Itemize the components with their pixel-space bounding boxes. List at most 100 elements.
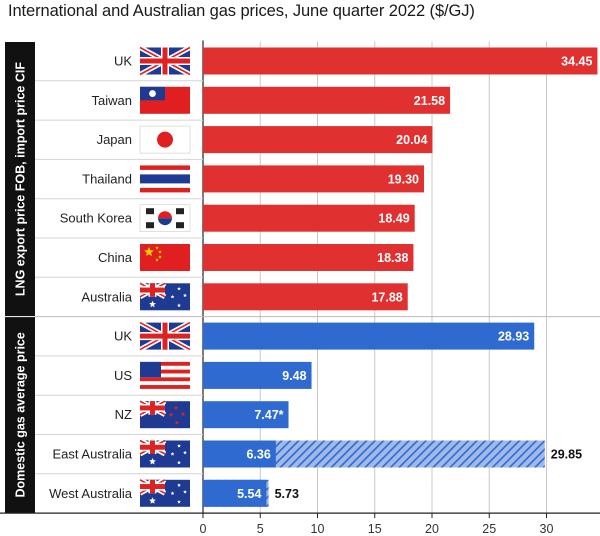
flag-star bbox=[144, 247, 154, 256]
flag-trigram bbox=[146, 208, 154, 215]
chart-title: International and Australian gas prices,… bbox=[8, 2, 475, 20]
australia-flag bbox=[138, 477, 190, 507]
group-label: Domestic gas average price bbox=[14, 332, 28, 497]
flag-trigram bbox=[176, 222, 184, 229]
flag-cross bbox=[140, 444, 165, 450]
uk-flag bbox=[138, 320, 192, 352]
flag-trigram bbox=[176, 208, 184, 215]
flag-trigram bbox=[146, 222, 154, 229]
bar bbox=[203, 440, 276, 468]
x-tick-label: 5 bbox=[257, 522, 264, 536]
south-korea-flag bbox=[139, 204, 191, 232]
flag-star bbox=[158, 250, 162, 254]
flag-star bbox=[170, 491, 175, 495]
flag-star bbox=[183, 489, 187, 494]
japan-flag bbox=[139, 125, 191, 154]
bar bbox=[203, 479, 267, 507]
group-label-strip bbox=[5, 317, 35, 513]
flag-stripe bbox=[140, 361, 190, 366]
flag-star bbox=[174, 420, 180, 425]
value-label: 18.38 bbox=[377, 251, 408, 265]
category-label: Australia bbox=[81, 289, 132, 304]
flag-star bbox=[170, 452, 175, 456]
flag-sun bbox=[149, 90, 156, 97]
category-label: Japan bbox=[97, 132, 132, 147]
flag-star bbox=[183, 450, 187, 455]
x-tick-label: 25 bbox=[482, 522, 496, 536]
category-label: UK bbox=[114, 329, 132, 344]
bar bbox=[203, 165, 424, 193]
category-label: Taiwan bbox=[92, 93, 132, 108]
flag-star bbox=[177, 483, 181, 487]
australia-flag bbox=[138, 281, 190, 311]
nz-flag bbox=[138, 399, 190, 429]
category-label: US bbox=[114, 368, 132, 383]
flag-taeguk bbox=[158, 211, 172, 219]
flag-stripe bbox=[140, 385, 190, 389]
bar bbox=[203, 86, 451, 114]
bar bbox=[203, 322, 535, 350]
flag-cross bbox=[140, 405, 165, 411]
value-label: 17.88 bbox=[371, 290, 402, 304]
bar bbox=[203, 283, 408, 311]
flag-star bbox=[168, 412, 174, 417]
range-value-label: 5.73 bbox=[275, 487, 299, 501]
flag-cross bbox=[140, 484, 165, 490]
value-label: 20.04 bbox=[396, 133, 427, 147]
flag-sun bbox=[157, 131, 173, 148]
flag-cross bbox=[140, 333, 190, 339]
flag-star bbox=[149, 300, 156, 308]
category-label: West Australia bbox=[49, 486, 133, 501]
value-label: 28.93 bbox=[498, 330, 529, 344]
bar bbox=[203, 204, 415, 232]
flag-taeguk bbox=[158, 218, 172, 226]
flag-star bbox=[177, 286, 181, 291]
value-label: 6.36 bbox=[246, 448, 270, 462]
flag-star bbox=[155, 246, 159, 250]
flag-star bbox=[155, 258, 159, 262]
flag-star bbox=[149, 458, 156, 465]
bar bbox=[203, 126, 433, 154]
category-label: UK bbox=[114, 54, 132, 69]
flag-star bbox=[177, 443, 181, 448]
group-label-strip bbox=[5, 42, 35, 317]
flag-star bbox=[149, 497, 156, 504]
category-label: South Korea bbox=[60, 211, 133, 226]
flag-cross bbox=[140, 287, 165, 293]
bar bbox=[203, 244, 414, 271]
us-flag bbox=[140, 361, 190, 389]
flag-canton bbox=[140, 361, 161, 378]
flag-star bbox=[177, 303, 181, 308]
flag-star bbox=[173, 405, 179, 410]
bar bbox=[203, 47, 598, 75]
bar bbox=[203, 401, 289, 429]
category-label: NZ bbox=[115, 407, 132, 422]
thailand-flag bbox=[140, 165, 190, 193]
value-label: 5.54 bbox=[237, 487, 261, 501]
x-tick-label: 10 bbox=[311, 522, 325, 536]
value-label: 18.49 bbox=[378, 212, 409, 226]
value-label: 21.58 bbox=[414, 94, 445, 108]
range-value-label: 29.85 bbox=[551, 448, 582, 462]
flag-star bbox=[183, 293, 187, 298]
category-label: Thailand bbox=[82, 171, 132, 186]
flag-star bbox=[180, 411, 186, 417]
category-label: East Australia bbox=[53, 447, 133, 462]
x-tick-label: 20 bbox=[425, 522, 439, 536]
flag-star bbox=[177, 499, 181, 504]
group-label: LNG export price FOB, import price CIF bbox=[14, 62, 28, 296]
flag-cross bbox=[140, 58, 190, 64]
flag-stripe bbox=[140, 369, 190, 374]
x-tick-label: 30 bbox=[540, 522, 554, 536]
flag-field bbox=[140, 244, 190, 271]
china-flag bbox=[140, 244, 190, 271]
category-label: China bbox=[98, 250, 133, 265]
uk-flag bbox=[138, 45, 192, 77]
value-label: 34.45 bbox=[561, 55, 592, 69]
flag-star bbox=[177, 460, 181, 465]
value-label: 9.48 bbox=[282, 369, 306, 383]
taiwan-flag bbox=[140, 86, 190, 114]
bar bbox=[203, 361, 312, 389]
australia-flag bbox=[138, 438, 190, 468]
